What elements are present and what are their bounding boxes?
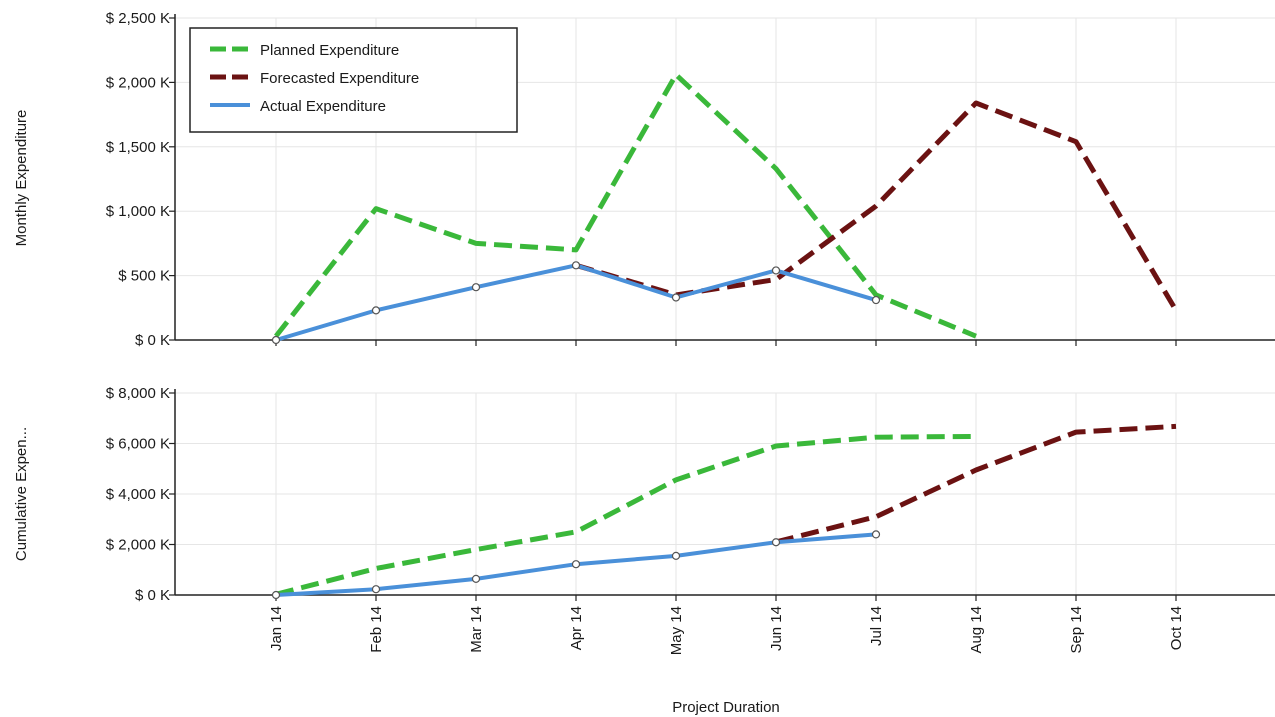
x-tick-label: Jun 14 (768, 606, 785, 651)
x-tick-label: Mar 14 (468, 606, 485, 653)
data-point-actual (271, 590, 281, 600)
x-tick-label: Jul 14 (868, 606, 885, 646)
x-tick-label: Feb 14 (368, 606, 385, 653)
legend-box (189, 27, 518, 133)
y-axis-title: Monthly Expenditure (13, 110, 30, 247)
x-axis-title: Project Duration (672, 699, 780, 716)
y-tick-label: $ 2,000 K (106, 537, 170, 554)
x-tick-label: Jan 14 (268, 606, 285, 651)
data-point-actual (371, 306, 381, 315)
y-tick-label: $ 8,000 K (106, 385, 170, 402)
data-point-actual (471, 283, 481, 292)
y-tick-label: $ 500 K (118, 268, 170, 285)
data-point-actual (471, 574, 481, 583)
data-point-actual (771, 266, 781, 275)
legend-label-forecasted: Forecasted Expenditure (260, 70, 419, 87)
series-line-planned (275, 433, 977, 597)
legend-label-planned: Planned Expenditure (260, 42, 399, 59)
y-tick-label: $ 2,500 K (106, 10, 170, 27)
legend-label-actual: Actual Expenditure (260, 98, 386, 115)
data-point-actual (271, 335, 281, 345)
y-tick-label: $ 1,500 K (106, 139, 170, 156)
y-tick-label: $ 6,000 K (106, 436, 170, 453)
x-tick-label: Oct 14 (1168, 606, 1185, 650)
y-tick-label: $ 1,000 K (106, 203, 170, 220)
bottom-panel: $ 0 K $ 2,000 K $ 4,000 K $ 6,000 K $ 8,000 … (13, 385, 1275, 604)
data-point-actual (871, 530, 881, 539)
x-tick-label: Apr 14 (568, 606, 585, 650)
data-point-actual (371, 585, 381, 594)
y-tick-label: $ 4,000 K (106, 486, 170, 503)
y-tick-label: $ 0 K (135, 332, 170, 349)
data-point-actual (671, 551, 681, 560)
data-point-actual (871, 295, 881, 305)
x-axis: Jan 14 Feb 14 Mar 14 Apr 14 May 14 Jun 14 Jul … (268, 606, 1185, 655)
y-tick-label: $ 0 K (135, 587, 170, 604)
x-tick-label: Sep 14 (1068, 606, 1085, 654)
series-line-forecasted (775, 423, 1177, 545)
data-point-actual (671, 293, 681, 302)
data-point-actual (571, 261, 581, 270)
data-point-actual (771, 538, 781, 547)
x-tick-label: Aug 14 (968, 606, 985, 654)
series-line-planned (274, 72, 977, 339)
legend: Planned Expenditure Forecasted Expenditu… (189, 27, 518, 133)
x-tick-label: May 14 (668, 606, 685, 655)
data-point-actual (571, 560, 581, 569)
y-axis-title: Cumulative Expen... (13, 427, 30, 561)
y-tick-label: $ 2,000 K (106, 74, 170, 91)
